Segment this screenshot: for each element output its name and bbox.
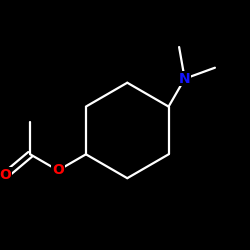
Text: O: O [52,164,64,177]
Text: O: O [0,168,12,182]
Text: N: N [179,72,190,86]
